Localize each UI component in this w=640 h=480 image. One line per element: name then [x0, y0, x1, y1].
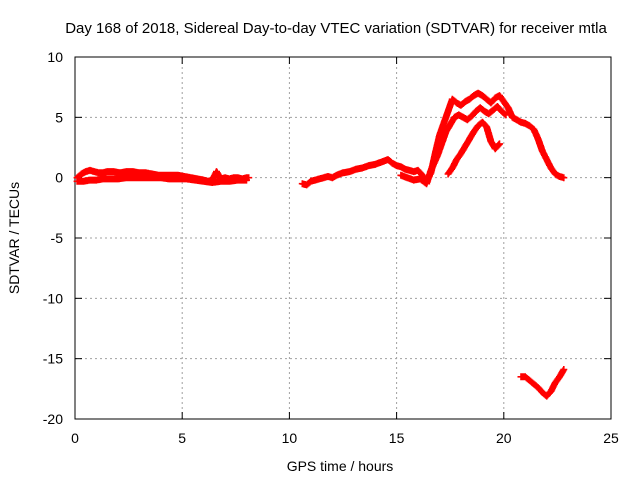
y-tick-label: -5: [51, 230, 64, 246]
x-tick-label: 5: [178, 430, 186, 446]
series-arc-2-inner: [397, 103, 510, 188]
axis-ticks: [74, 56, 612, 420]
series-arc-2: [298, 89, 568, 189]
series-arc-2-branch: [444, 118, 503, 178]
series-markers: [397, 103, 510, 188]
y-axis-label: SDTVAR / TECUs: [6, 182, 22, 294]
series-arc-1-lower: [73, 174, 250, 186]
y-tick-label: 0: [55, 170, 63, 186]
x-tick-label: 15: [389, 430, 405, 446]
x-tick-label: 0: [71, 430, 79, 446]
x-tick-label: 25: [603, 430, 619, 446]
x-tick-label: 10: [282, 430, 298, 446]
data-points: [73, 89, 568, 400]
y-tick-label: -20: [43, 411, 63, 427]
series-arc-3: [517, 366, 568, 400]
x-tick-label: 20: [496, 430, 512, 446]
axis-tick-labels: 0 5 10 15 20 25 10 5 0 -5 -10 -15 -20: [43, 49, 619, 446]
series-markers: [444, 118, 503, 178]
series-markers: [298, 89, 568, 189]
chart-title: Day 168 of 2018, Sidereal Day-to-day VTE…: [65, 20, 607, 37]
grid-lines: [75, 57, 611, 419]
x-axis-label: GPS time / hours: [287, 458, 394, 474]
series-markers: [517, 366, 568, 400]
y-tick-label: 5: [55, 109, 63, 125]
y-tick-label: 10: [47, 49, 63, 65]
y-tick-label: -15: [43, 351, 63, 367]
y-tick-label: -10: [43, 290, 63, 306]
series-markers: [73, 174, 250, 186]
